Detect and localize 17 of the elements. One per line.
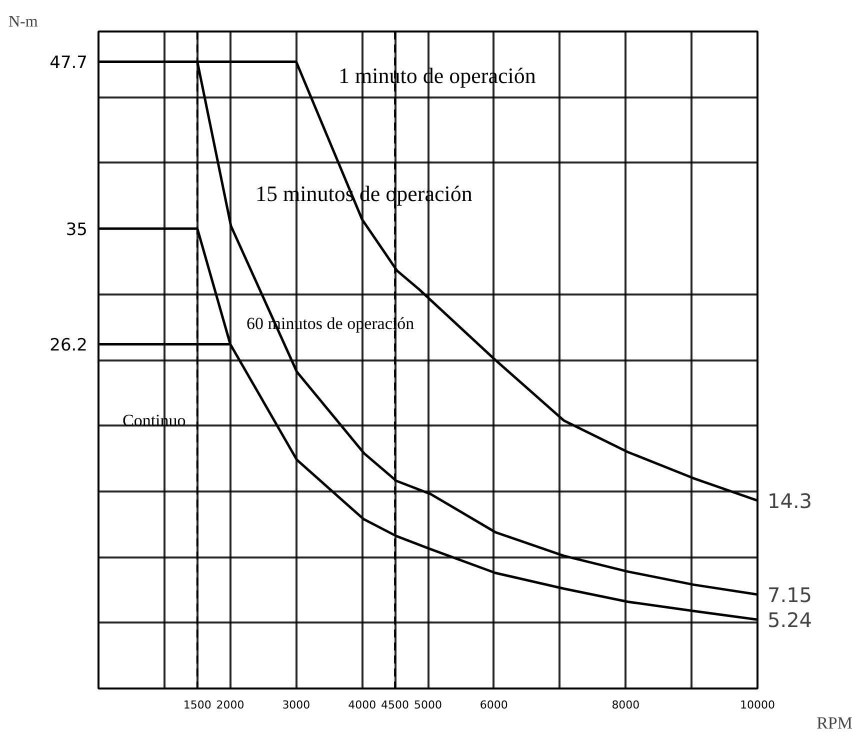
y-tick-label: 26.2 (50, 336, 88, 356)
y-tick-label: 35 (66, 220, 88, 240)
x-tick-label: 8000 (612, 698, 640, 712)
y-axis-title: N-m (8, 14, 38, 30)
data-label: 5.24 (768, 608, 812, 632)
x-tick-label: 1500 (183, 698, 212, 712)
x-tick-label: 5000 (414, 698, 442, 712)
y-tick-label: 47.7 (50, 53, 88, 74)
x-tick-label: 4000 (348, 698, 376, 712)
data-label: 14.3 (768, 489, 812, 514)
x-tick-label: 6000 (480, 698, 508, 712)
x-axis-title: RPM (816, 714, 853, 732)
x-tick-label: 2000 (216, 698, 244, 712)
x-tick-label: 10000 (740, 698, 776, 712)
x-tick-label: 4500 (381, 698, 410, 712)
data-label: 7.15 (768, 583, 812, 608)
x-tick-label: 3000 (282, 698, 310, 712)
